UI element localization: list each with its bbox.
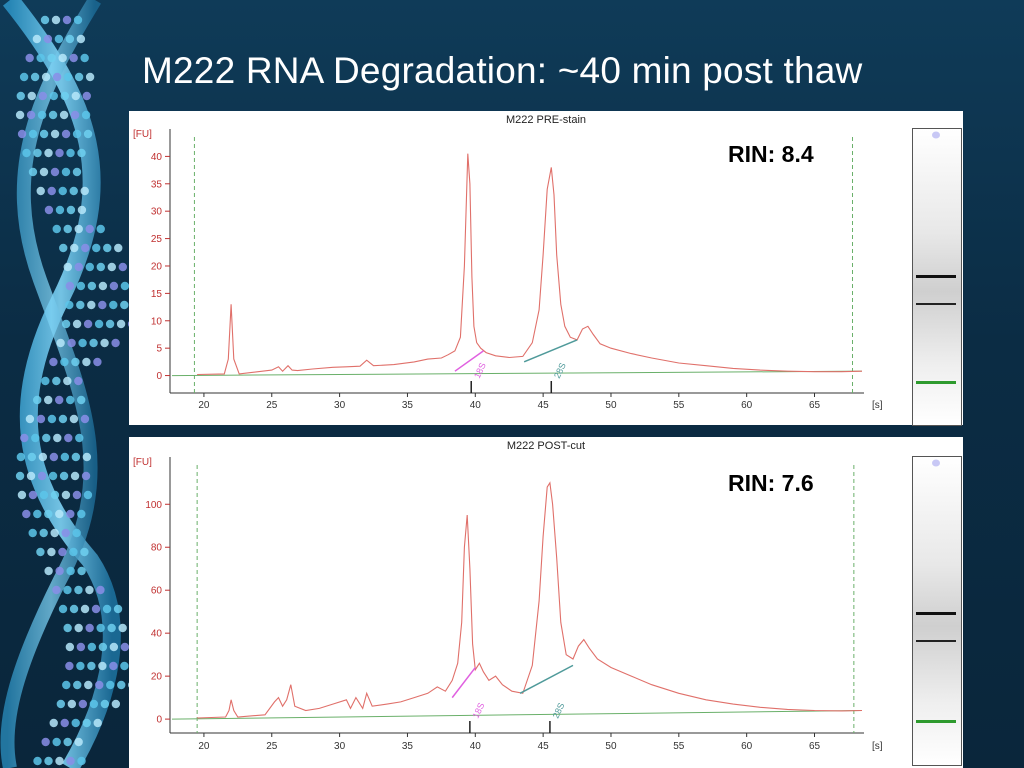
fit-line-18s [451, 667, 476, 699]
y-tick-label: 10 [151, 316, 163, 327]
dna-helix-art [0, 0, 130, 768]
y-tick-label: 80 [151, 543, 163, 554]
x-tick-label: 25 [266, 400, 278, 411]
electropherogram-panel-post-cut: M222 POST-cut [FU] [s] 0 20 40 60 80 100 20 25 30 35… [129, 437, 963, 768]
x-tick-label: 50 [605, 741, 617, 752]
baseline-line [171, 370, 863, 377]
x-tick-label: 40 [470, 400, 482, 411]
y-tick-label: 30 [151, 207, 163, 218]
baseline-line [171, 710, 863, 720]
electropherogram-trace [197, 153, 863, 376]
gel-well-dot [932, 131, 940, 139]
x-tick-label: 50 [605, 400, 617, 411]
gel-lane-post-cut [912, 456, 962, 766]
electropherogram-chart-pre-stain: M222 PRE-stain [FU] [s] 0 5 10 15 20 25 30 35 40 20 2… [133, 114, 883, 411]
gel-band-18s [916, 303, 956, 305]
x-tick-label: 25 [266, 741, 278, 752]
gel-lane-background [913, 457, 961, 765]
x-axis-label: [s] [872, 741, 883, 752]
peak-label-28s: 28S [552, 361, 568, 380]
y-tick-label: 40 [151, 629, 163, 640]
fit-line-28s [523, 339, 578, 363]
gel-band-marker [916, 381, 956, 384]
chart-title: M222 PRE-stain [506, 114, 586, 126]
y-tick-label: 20 [151, 261, 163, 272]
x-tick-label: 35 [402, 400, 414, 411]
y-axis-label: [FU] [133, 457, 152, 468]
x-tick-label: 60 [741, 400, 753, 411]
peak-label-18s: 18S [471, 701, 487, 720]
y-tick-label: 0 [156, 715, 162, 726]
x-tick-label: 45 [538, 741, 550, 752]
fit-line-28s [519, 664, 574, 694]
rin-label-post-cut: RIN: 7.6 [728, 470, 814, 496]
x-tick-label: 20 [198, 741, 210, 752]
electropherogram-trace [197, 481, 863, 719]
gel-band-28s [916, 612, 956, 615]
y-tick-label: 60 [151, 586, 163, 597]
rin-label-pre-stain: RIN: 8.4 [728, 141, 814, 167]
x-tick-label: 55 [673, 400, 685, 411]
y-axis-label: [FU] [133, 129, 152, 140]
gel-band-28s [916, 275, 956, 278]
gel-band-marker [916, 720, 956, 723]
x-tick-label: 35 [402, 741, 414, 752]
fit-line-18s [454, 350, 484, 372]
x-tick-label: 65 [809, 741, 821, 752]
y-tick-label: 5 [156, 344, 162, 355]
y-tick-label: 35 [151, 179, 163, 190]
x-axis-label: [s] [872, 400, 883, 411]
x-tick-label: 45 [538, 400, 550, 411]
x-tick-label: 55 [673, 741, 685, 752]
peak-label-18s: 18S [472, 361, 488, 380]
y-tick-label: 0 [156, 371, 162, 382]
peak-label-28s: 28S [551, 701, 567, 720]
y-tick-label: 40 [151, 152, 163, 163]
chart-title: M222 POST-cut [507, 440, 585, 452]
x-tick-label: 30 [334, 400, 346, 411]
gel-well-dot [932, 459, 940, 467]
x-tick-label: 30 [334, 741, 346, 752]
y-tick-label: 100 [145, 500, 162, 511]
y-tick-label: 25 [151, 234, 163, 245]
x-tick-label: 65 [809, 400, 821, 411]
y-tick-label: 20 [151, 672, 163, 683]
gel-band-18s [916, 640, 956, 642]
gel-lane-pre-stain [912, 128, 962, 426]
x-tick-label: 40 [470, 741, 482, 752]
electropherogram-panel-pre-stain: M222 PRE-stain [FU] [s] 0 5 10 15 20 25 30 35 40 20 2… [129, 111, 963, 425]
electropherogram-chart-post-cut: M222 POST-cut [FU] [s] 0 20 40 60 80 100 20 25 30 35… [133, 440, 883, 752]
y-tick-label: 15 [151, 289, 163, 300]
x-tick-label: 60 [741, 741, 753, 752]
x-tick-label: 20 [198, 400, 210, 411]
slide-title: M222 RNA Degradation: ~40 min post thaw [142, 50, 863, 91]
